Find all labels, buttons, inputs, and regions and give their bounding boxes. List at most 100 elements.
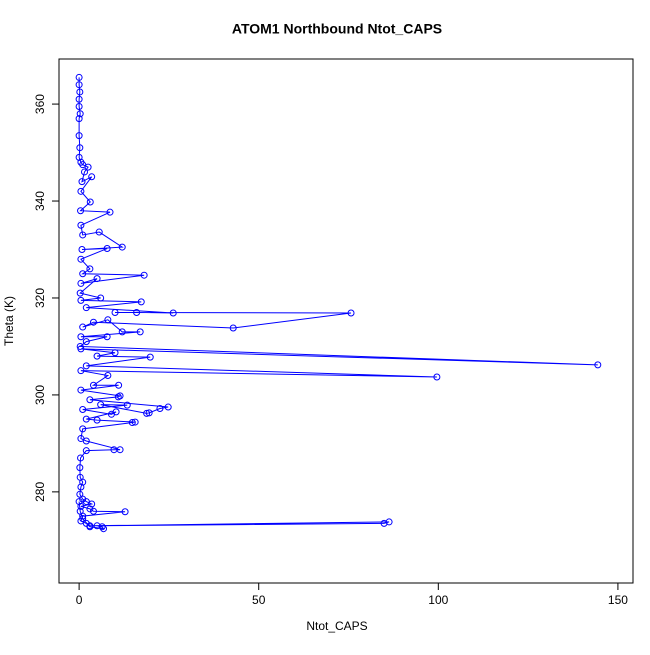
- x-axis-title: Ntot_CAPS: [306, 619, 367, 633]
- x-tick-label: 50: [252, 593, 266, 607]
- y-axis-title: Theta (K): [2, 296, 16, 346]
- data-point: [104, 316, 112, 324]
- data-point: [145, 409, 153, 417]
- data-point: [75, 153, 83, 161]
- data-point: [79, 323, 87, 331]
- data-point: [77, 207, 85, 215]
- data-point: [77, 279, 85, 287]
- y-tick-label: 320: [33, 288, 47, 308]
- data-point: [77, 333, 85, 341]
- data-point: [229, 324, 237, 332]
- data-point: [86, 505, 94, 513]
- data-point: [114, 393, 122, 401]
- chart-title: ATOM1 Northbound Ntot_CAPS: [232, 21, 442, 37]
- data-point: [75, 95, 83, 103]
- data-point: [103, 245, 111, 253]
- y-tick-label: 300: [33, 385, 47, 405]
- data-point: [79, 425, 87, 433]
- data-point: [77, 187, 85, 195]
- data-point: [76, 507, 84, 515]
- data-point: [76, 464, 84, 472]
- data-point: [77, 386, 85, 394]
- data-point: [77, 221, 85, 229]
- data-point: [75, 73, 83, 81]
- data-point: [76, 144, 84, 152]
- data-point: [88, 500, 96, 508]
- data-point: [76, 88, 84, 96]
- data-point: [77, 367, 85, 375]
- data-point: [128, 419, 136, 427]
- data-point: [82, 338, 90, 346]
- data-point: [146, 353, 154, 361]
- y-tick-label: 280: [33, 482, 47, 502]
- data-point: [79, 270, 87, 278]
- data-point: [594, 361, 602, 369]
- data-point: [111, 309, 119, 317]
- data-point: [93, 352, 101, 360]
- data-point: [76, 110, 84, 118]
- data-point: [143, 409, 151, 417]
- data-point: [121, 508, 129, 516]
- data-point: [76, 289, 84, 297]
- data-point: [89, 507, 97, 515]
- data-point: [75, 498, 83, 506]
- data-point: [88, 173, 96, 181]
- data-point: [78, 178, 86, 186]
- data-point: [79, 231, 87, 239]
- data-point: [118, 243, 126, 251]
- data-point: [79, 515, 87, 523]
- data-point: [77, 454, 85, 462]
- data-point: [86, 523, 94, 531]
- data-point: [77, 345, 85, 353]
- data-point: [81, 168, 89, 176]
- data-point: [136, 328, 144, 336]
- data-point: [385, 518, 393, 526]
- data-point: [110, 446, 118, 454]
- data-point: [133, 309, 141, 317]
- data-point: [86, 265, 94, 273]
- data-point: [86, 198, 94, 206]
- data-point: [93, 416, 101, 424]
- data-point: [380, 519, 388, 527]
- y-tick-label: 340: [33, 191, 47, 211]
- data-point: [106, 208, 114, 216]
- data-point: [79, 478, 87, 486]
- data-point: [79, 405, 87, 413]
- data-point: [75, 132, 83, 140]
- data-point: [123, 401, 131, 409]
- data-point: [156, 404, 164, 412]
- x-tick-label: 100: [428, 593, 448, 607]
- data-point: [82, 447, 90, 455]
- data-point: [97, 294, 105, 302]
- data-point: [89, 318, 97, 326]
- data-point: [98, 523, 106, 531]
- data-point: [82, 415, 90, 423]
- data-point: [169, 309, 177, 317]
- data-point: [137, 298, 145, 306]
- data-point: [86, 396, 94, 404]
- data-point: [84, 163, 92, 171]
- x-tick-label: 150: [608, 593, 628, 607]
- data-point: [118, 328, 126, 336]
- data-point: [78, 246, 86, 254]
- data-point: [100, 525, 108, 533]
- data-point: [93, 522, 101, 530]
- data-point: [75, 81, 83, 89]
- data-point: [82, 437, 90, 445]
- data-point: [433, 373, 441, 381]
- data-point: [104, 372, 112, 380]
- data-point: [112, 408, 120, 416]
- data-point: [140, 271, 148, 279]
- data-point: [103, 333, 111, 341]
- data-point: [75, 115, 83, 123]
- data-point: [89, 381, 97, 389]
- data-point: [82, 362, 90, 370]
- data-point: [115, 381, 123, 389]
- data-point: [164, 403, 172, 411]
- data-point: [347, 309, 355, 317]
- data-point: [111, 349, 119, 357]
- data-point: [97, 401, 105, 409]
- data-point: [93, 275, 101, 283]
